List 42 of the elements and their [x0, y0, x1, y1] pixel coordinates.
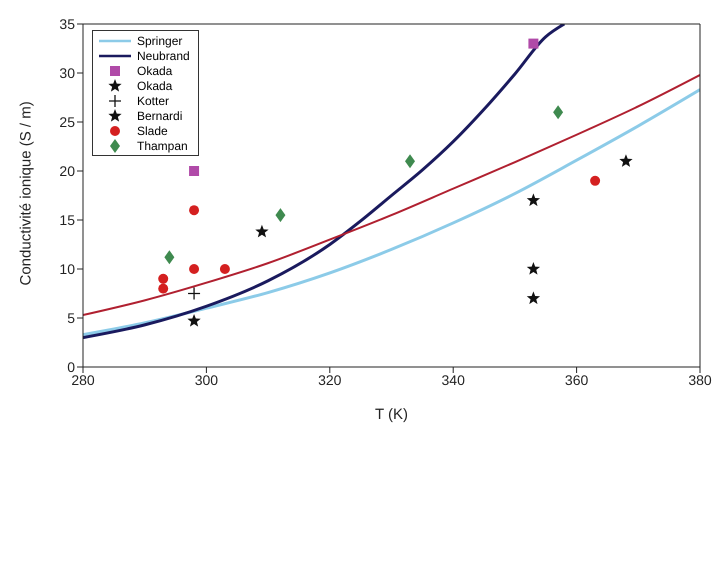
- legend-label: Bernardi: [137, 108, 182, 122]
- point: [526, 262, 540, 275]
- point: [187, 314, 201, 327]
- point: [275, 208, 286, 222]
- y-tick-label: 20: [59, 162, 76, 179]
- legend-label: Springer: [137, 34, 182, 48]
- legend-label: Kotter: [137, 94, 170, 108]
- point: [553, 105, 564, 120]
- legend-label: Neubrand: [137, 48, 190, 62]
- legend-label: Slade: [137, 124, 168, 138]
- x-tick-label: 360: [564, 372, 588, 388]
- x-tick-label: 380: [688, 372, 712, 388]
- point: [189, 205, 200, 216]
- point: [220, 264, 230, 274]
- x-tick-label: 340: [442, 372, 466, 388]
- legend-label: Okada: [137, 64, 172, 78]
- y-tick-label: 15: [59, 212, 76, 228]
- point: [528, 38, 538, 49]
- y-tick-label: 25: [59, 114, 76, 130]
- point: [164, 250, 174, 264]
- x-tick-label: 320: [318, 372, 342, 388]
- x-axis-title: T (K): [374, 406, 408, 423]
- point: [158, 274, 168, 284]
- y-tick-label: 30: [59, 64, 76, 81]
- point: [187, 286, 201, 300]
- point: [158, 284, 168, 294]
- y-tick-label: 10: [59, 260, 76, 277]
- point: [526, 291, 540, 304]
- point: [255, 224, 269, 238]
- y-tick-label: 35: [59, 16, 76, 32]
- legend-label: Okada: [137, 78, 172, 92]
- point: [189, 166, 200, 176]
- point: [189, 264, 200, 274]
- y-tick-label: 5: [67, 310, 76, 326]
- point: [619, 154, 633, 167]
- legend-label: Thampan: [137, 138, 188, 152]
- line-series: [83, 24, 566, 340]
- point: [405, 154, 416, 168]
- x-tick-label: 300: [194, 372, 218, 388]
- point: [590, 176, 600, 186]
- y-axis-title: Conductivité ionique (S / m): [17, 101, 34, 286]
- point: [526, 193, 540, 206]
